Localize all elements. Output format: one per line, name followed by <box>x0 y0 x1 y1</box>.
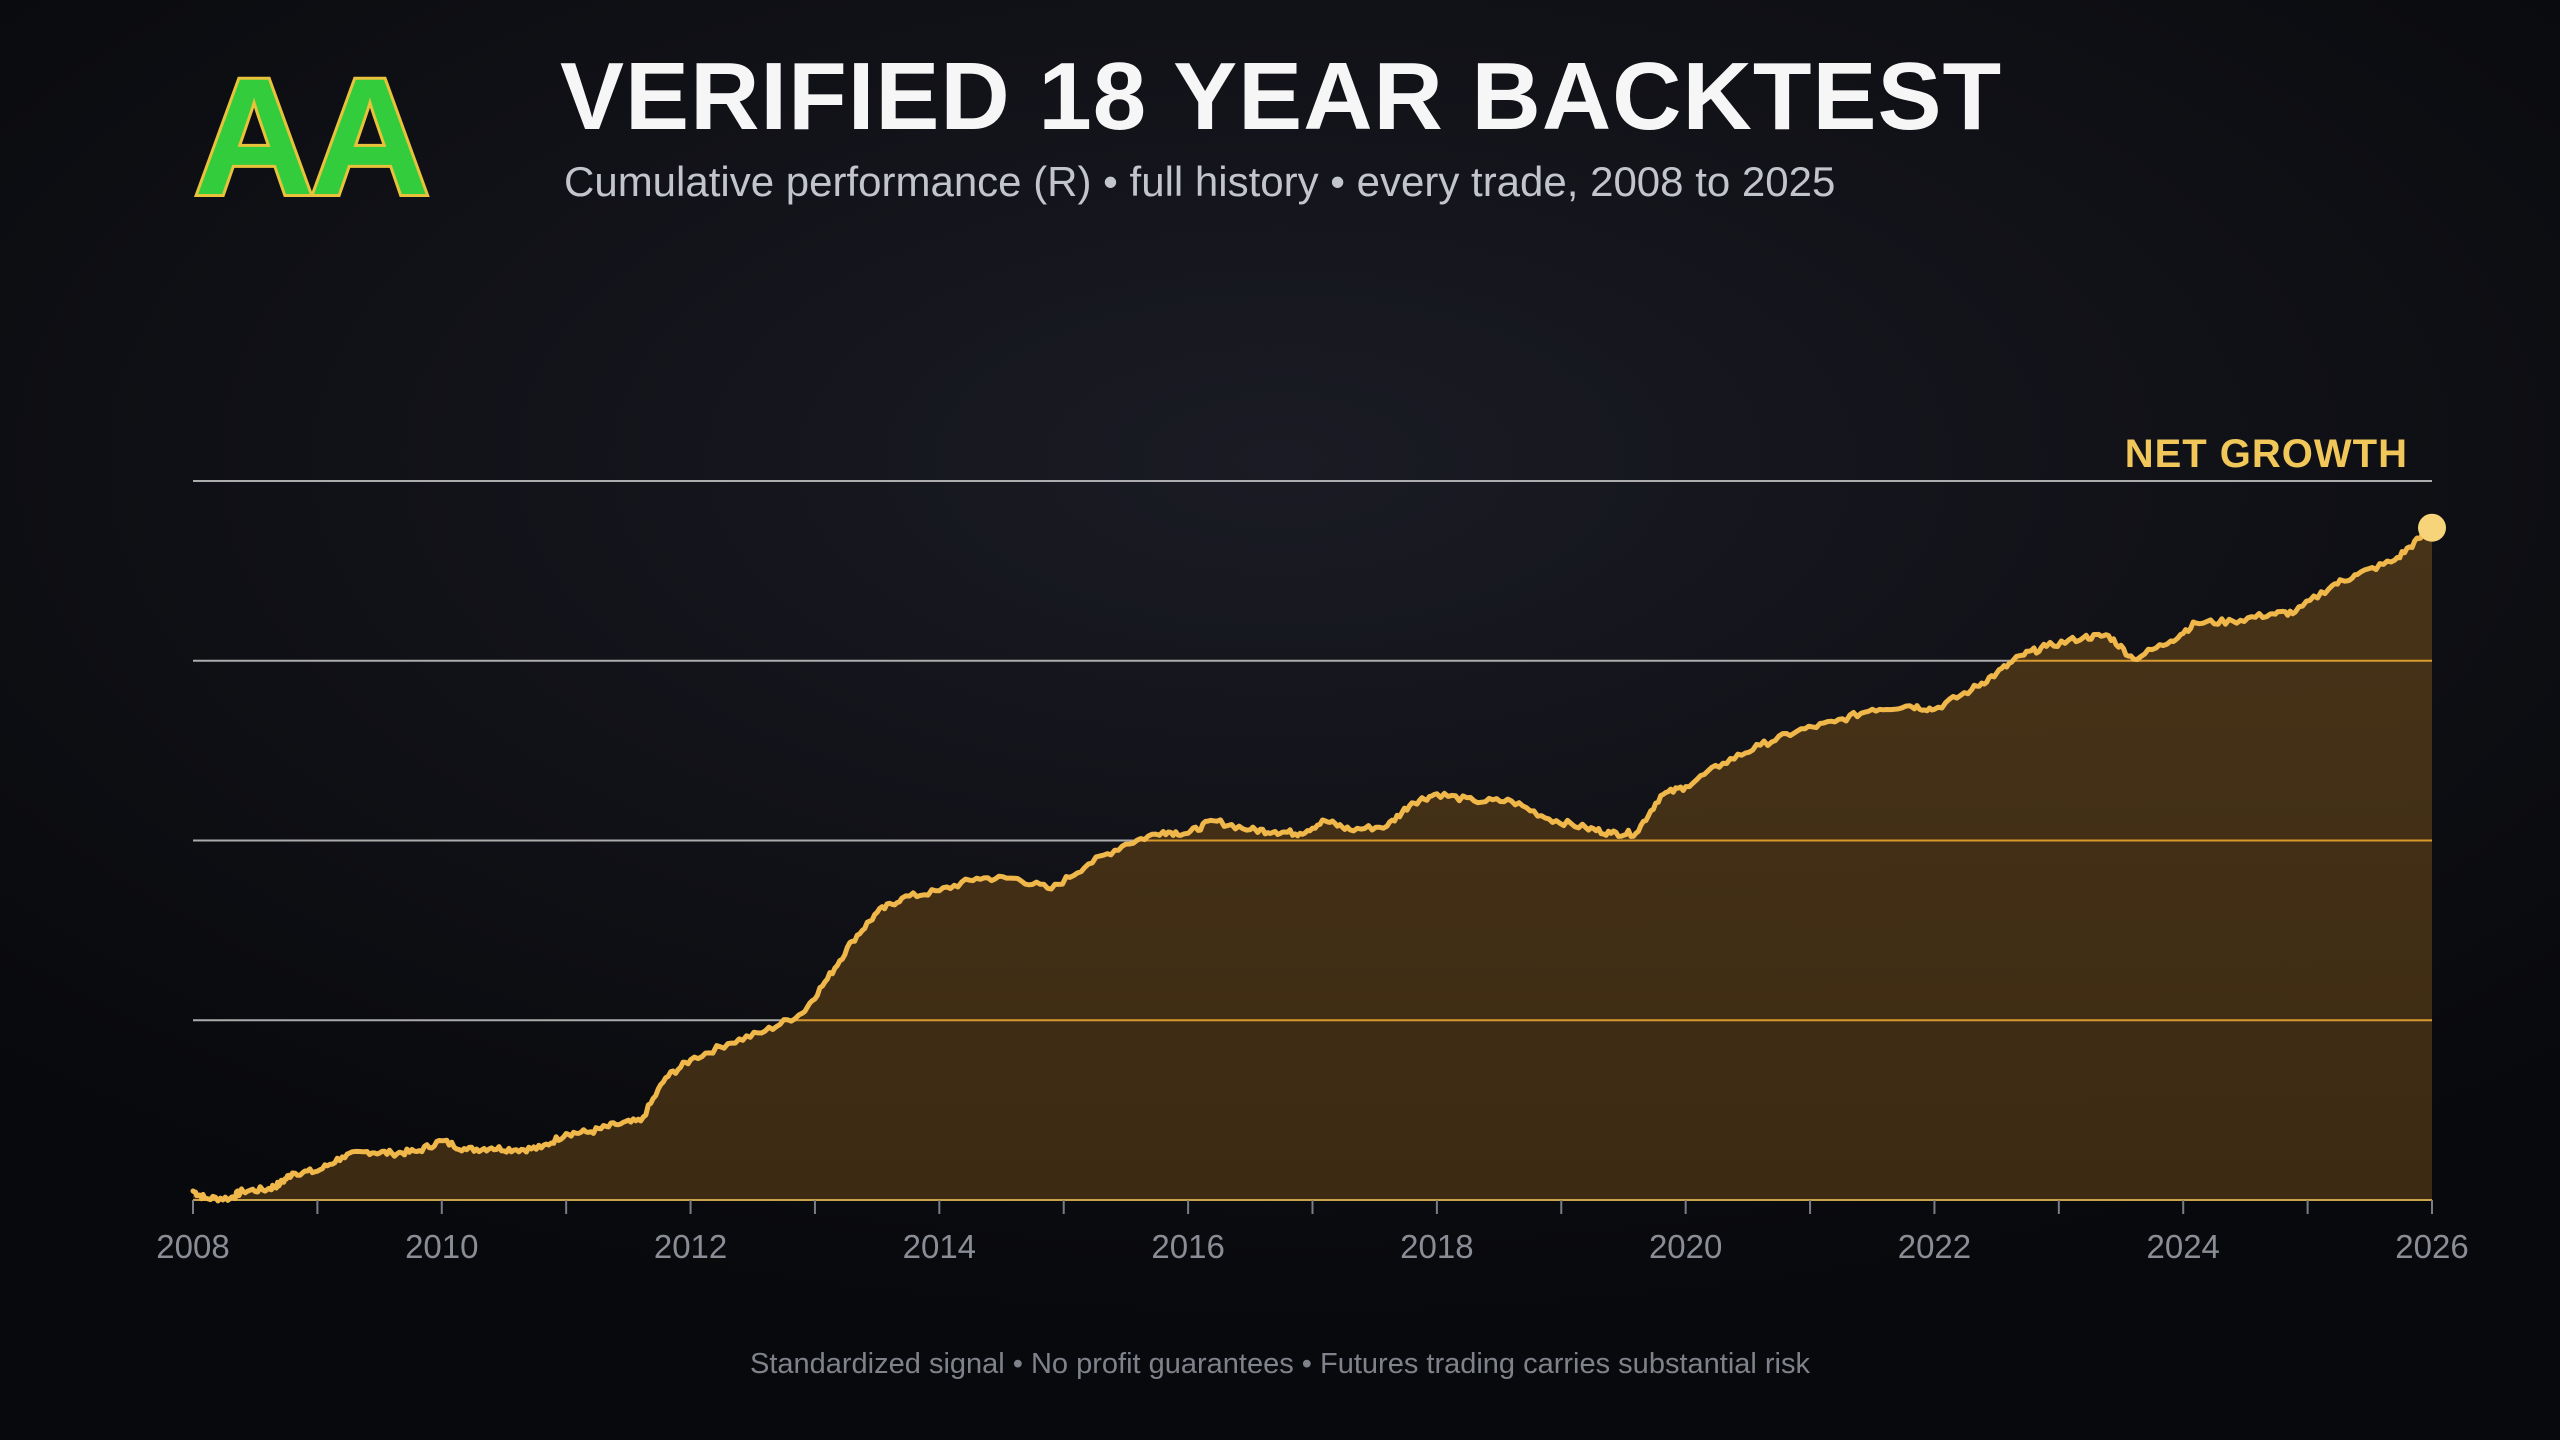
x-tick-label-2014: 2014 <box>903 1228 976 1265</box>
cumulative-line <box>190 525 2435 1204</box>
page-subtitle: Cumulative performance (R) • full histor… <box>564 158 1836 205</box>
cumulative-area <box>193 527 2432 1201</box>
net-growth-label: NET GROWTH <box>2125 432 2408 476</box>
disclaimer-footer: Standardized signal • No profit guarante… <box>749 1348 1810 1380</box>
x-tick-label-2026: 2026 <box>2395 1228 2468 1265</box>
page-title: VERIFIED 18 YEAR BACKTEST <box>560 43 2003 150</box>
x-tick-label-2008: 2008 <box>156 1228 229 1265</box>
x-tick-label-2012: 2012 <box>654 1228 727 1265</box>
brand-logo-mark: AA <box>191 42 433 233</box>
brand-logo: AA <box>180 42 440 233</box>
x-axis-ticks: 2008 2010 2012 2014 2016 2018 2020 2022 2024 2026 <box>156 1200 2469 1265</box>
brand-logo-text: AA <box>194 62 426 212</box>
x-tick-label-2022: 2022 <box>1898 1228 1971 1265</box>
x-tick-label-2020: 2020 <box>1649 1228 1722 1265</box>
endpoint-marker <box>2418 513 2446 542</box>
x-tick-label-2010: 2010 <box>405 1228 478 1265</box>
x-tick-label-2016: 2016 <box>1151 1228 1224 1265</box>
x-tick-label-2024: 2024 <box>2147 1228 2220 1265</box>
x-tick-label-2018: 2018 <box>1400 1228 1473 1265</box>
